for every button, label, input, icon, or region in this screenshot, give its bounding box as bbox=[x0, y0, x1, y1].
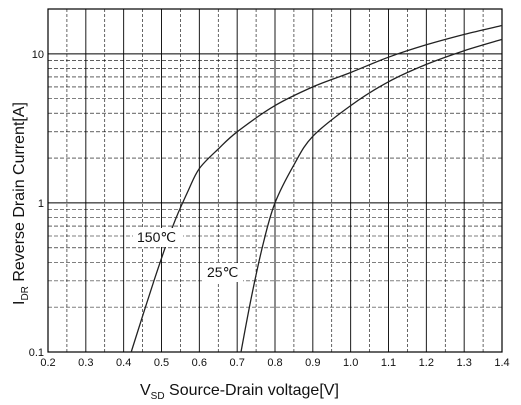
plot-frame bbox=[47, 8, 503, 353]
x-tick-label: 0.9 bbox=[305, 357, 320, 369]
series-label-background bbox=[133, 228, 183, 247]
series-label-background bbox=[203, 263, 243, 282]
x-tick-label: 0.2 bbox=[40, 357, 55, 369]
x-axis-label-sub: SD bbox=[151, 391, 165, 402]
x-tick-label: 1.3 bbox=[457, 357, 472, 369]
series-line-25c bbox=[240, 38, 503, 353]
x-tick-label: 0.3 bbox=[78, 357, 93, 369]
x-axis-label-main: V bbox=[140, 382, 151, 399]
tick-labels: 0.2 0.3 0.4 0.5 0.6 0.7 0.8 0.9 1.0 1.1 1.2 1.3 1.4 0… bbox=[29, 49, 510, 369]
x-tick-label: 0.5 bbox=[154, 357, 169, 369]
series-label-150c: 150℃ bbox=[137, 229, 176, 245]
series-label-25c: 25℃ bbox=[207, 264, 238, 280]
x-tick-label: 1.4 bbox=[494, 357, 509, 369]
x-tick-label: 0.6 bbox=[192, 357, 207, 369]
y-tick-label: 1 bbox=[38, 198, 44, 210]
x-tick-label: 0.7 bbox=[230, 357, 245, 369]
y-tick-label: 10 bbox=[32, 49, 44, 61]
grid bbox=[47, 8, 503, 353]
y-axis-label-sub: DR bbox=[20, 286, 31, 300]
x-tick-label: 1.0 bbox=[343, 357, 358, 369]
x-tick-label: 0.8 bbox=[267, 357, 282, 369]
y-axis-label-rest: Reverse Drain Current[A] bbox=[11, 102, 28, 286]
y-axis-label-main: I bbox=[11, 301, 28, 305]
x-axis-label: VSD Source-Drain voltage[V] bbox=[140, 382, 339, 402]
series-line-150c bbox=[130, 24, 503, 353]
x-tick-label: 1.1 bbox=[381, 357, 396, 369]
x-tick-label: 0.4 bbox=[116, 357, 131, 369]
x-axis-label-rest: Source-Drain voltage[V] bbox=[165, 382, 339, 399]
x-tick-label: 1.2 bbox=[419, 357, 434, 369]
series-layer bbox=[130, 24, 503, 353]
y-tick-label: 0.1 bbox=[29, 347, 44, 359]
y-axis-label: IDR Reverse Drain Current[A] bbox=[11, 102, 31, 305]
